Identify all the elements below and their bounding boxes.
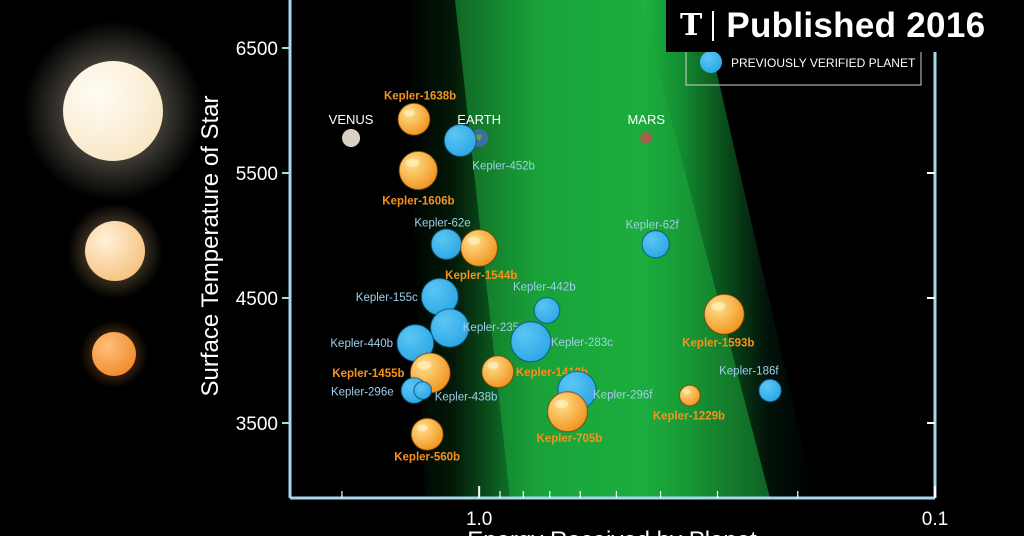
- planet-kepler-1544b-highlight: [467, 236, 481, 245]
- legend-label: PREVIOUSLY VERIFIED PLANET: [731, 56, 916, 70]
- x-tick-label: 0.1: [922, 509, 948, 530]
- planet-kepler-235e-outline: [429, 308, 470, 348]
- planet-kepler-235e-label: Kepler-235e: [463, 322, 526, 334]
- planet-venus: [342, 129, 361, 147]
- planet-kepler-186f-marker: [758, 379, 782, 402]
- planet-kepler-452b-outline: [443, 123, 477, 158]
- planet-kepler-155c-label: Kepler-155c: [356, 292, 418, 304]
- y-tick-label: 5500: [236, 164, 278, 185]
- planet-earth-label: EARTH: [457, 112, 501, 127]
- planet-kepler-440b-label: Kepler-440b: [330, 338, 393, 350]
- planet-kepler-1638b-outline: [397, 102, 431, 136]
- planet-kepler-1606b-highlight: [405, 158, 420, 168]
- planet-kepler-1593b-label: Kepler-1593b: [682, 337, 754, 349]
- badge-divider: [712, 11, 715, 41]
- planet-kepler-560b-outline: [410, 417, 444, 451]
- planet-kepler-62f-marker: [642, 230, 670, 258]
- planet-kepler-438b-outline: [413, 381, 433, 400]
- planet-kepler-186f-outline: [758, 378, 782, 403]
- planet-kepler-438b-label: Kepler-438b: [435, 392, 498, 404]
- planet-kepler-1455b-label: Kepler-1455b: [332, 368, 404, 380]
- planet-kepler-186f-label: Kepler-186f: [719, 366, 779, 378]
- planet-kepler-1593b-outline: [703, 293, 745, 335]
- x-axis-label: Energy Received by Planet: [467, 527, 757, 536]
- planet-kepler-442b-label: Kepler-442b: [513, 282, 576, 294]
- planet-kepler-62e-label: Kepler-62e: [414, 217, 470, 229]
- earth-land-icon: [475, 133, 482, 141]
- planet-kepler-62f-outline: [641, 230, 670, 259]
- y-axis-label: Surface Temperature of Star: [197, 95, 224, 396]
- planet-kepler-705b-highlight: [554, 399, 569, 409]
- planet-kepler-296f-label: Kepler-296f: [593, 390, 653, 402]
- planet-kepler-1638b-highlight: [403, 109, 415, 117]
- planet-kepler-62f-label: Kepler-62f: [626, 219, 680, 231]
- legend-verified-swatch: [700, 51, 722, 73]
- planet-kepler-62e-marker: [431, 229, 462, 260]
- planet-kepler-1229b-outline: [678, 384, 701, 407]
- habitable-zone-core: [455, 0, 770, 498]
- planet-kepler-1593b-highlight: [711, 301, 726, 311]
- star-medium: [85, 221, 145, 281]
- published-badge: T Published 2016: [666, 0, 1024, 52]
- planet-kepler-452b-marker: [444, 124, 477, 157]
- planet-kepler-1544b-outline: [460, 229, 499, 268]
- planet-kepler-1455b-highlight: [417, 360, 432, 370]
- planet-kepler-283c-outline: [510, 321, 552, 363]
- planet-kepler-440b-marker: [396, 324, 434, 362]
- planet-kepler-1410b-highlight: [487, 361, 499, 369]
- planet-kepler-235e-marker: [430, 308, 469, 348]
- planet-kepler-560b-label: Kepler-560b: [394, 451, 460, 463]
- planet-kepler-705b-label: Kepler-705b: [537, 433, 603, 445]
- planet-mars-label: MARS: [627, 112, 665, 127]
- planet-kepler-452b-label: Kepler-452b: [472, 161, 535, 173]
- planet-kepler-560b-highlight: [416, 424, 429, 432]
- planet-kepler-442b-outline: [533, 297, 561, 324]
- planet-kepler-1410b-outline: [481, 355, 515, 389]
- planet-kepler-1638b-label: Kepler-1638b: [384, 90, 456, 102]
- y-tick-label: 6500: [236, 39, 278, 60]
- planet-kepler-1229b-label: Kepler-1229b: [653, 411, 725, 423]
- planet-kepler-155c-marker: [421, 278, 459, 316]
- planet-kepler-1229b-highlight: [683, 389, 691, 394]
- planet-venus-label: VENUS: [329, 112, 374, 127]
- star-hot: [63, 61, 163, 161]
- published-year-label: Published 2016: [726, 6, 986, 45]
- planet-kepler-438b-marker: [413, 381, 432, 400]
- planet-kepler-705b-outline: [546, 391, 589, 433]
- planet-kepler-1606b-label: Kepler-1606b: [382, 196, 454, 208]
- y-tick-label: 4500: [236, 289, 278, 310]
- planet-kepler-1544b-label: Kepler-1544b: [445, 270, 517, 282]
- planet-kepler-442b-marker: [534, 297, 560, 324]
- planet-mars: [640, 132, 653, 144]
- planet-kepler-283c-marker: [510, 321, 551, 362]
- planet-kepler-283c-label: Kepler-283c: [551, 337, 613, 349]
- x-tick-label: 1.0: [466, 509, 492, 530]
- planet-kepler-296e-label: Kepler-296e: [331, 387, 394, 399]
- planet-kepler-1606b-outline: [398, 150, 439, 191]
- star-cool: [92, 332, 136, 376]
- nyt-logo-icon: T: [680, 8, 703, 43]
- y-tick-label: 3500: [236, 414, 278, 435]
